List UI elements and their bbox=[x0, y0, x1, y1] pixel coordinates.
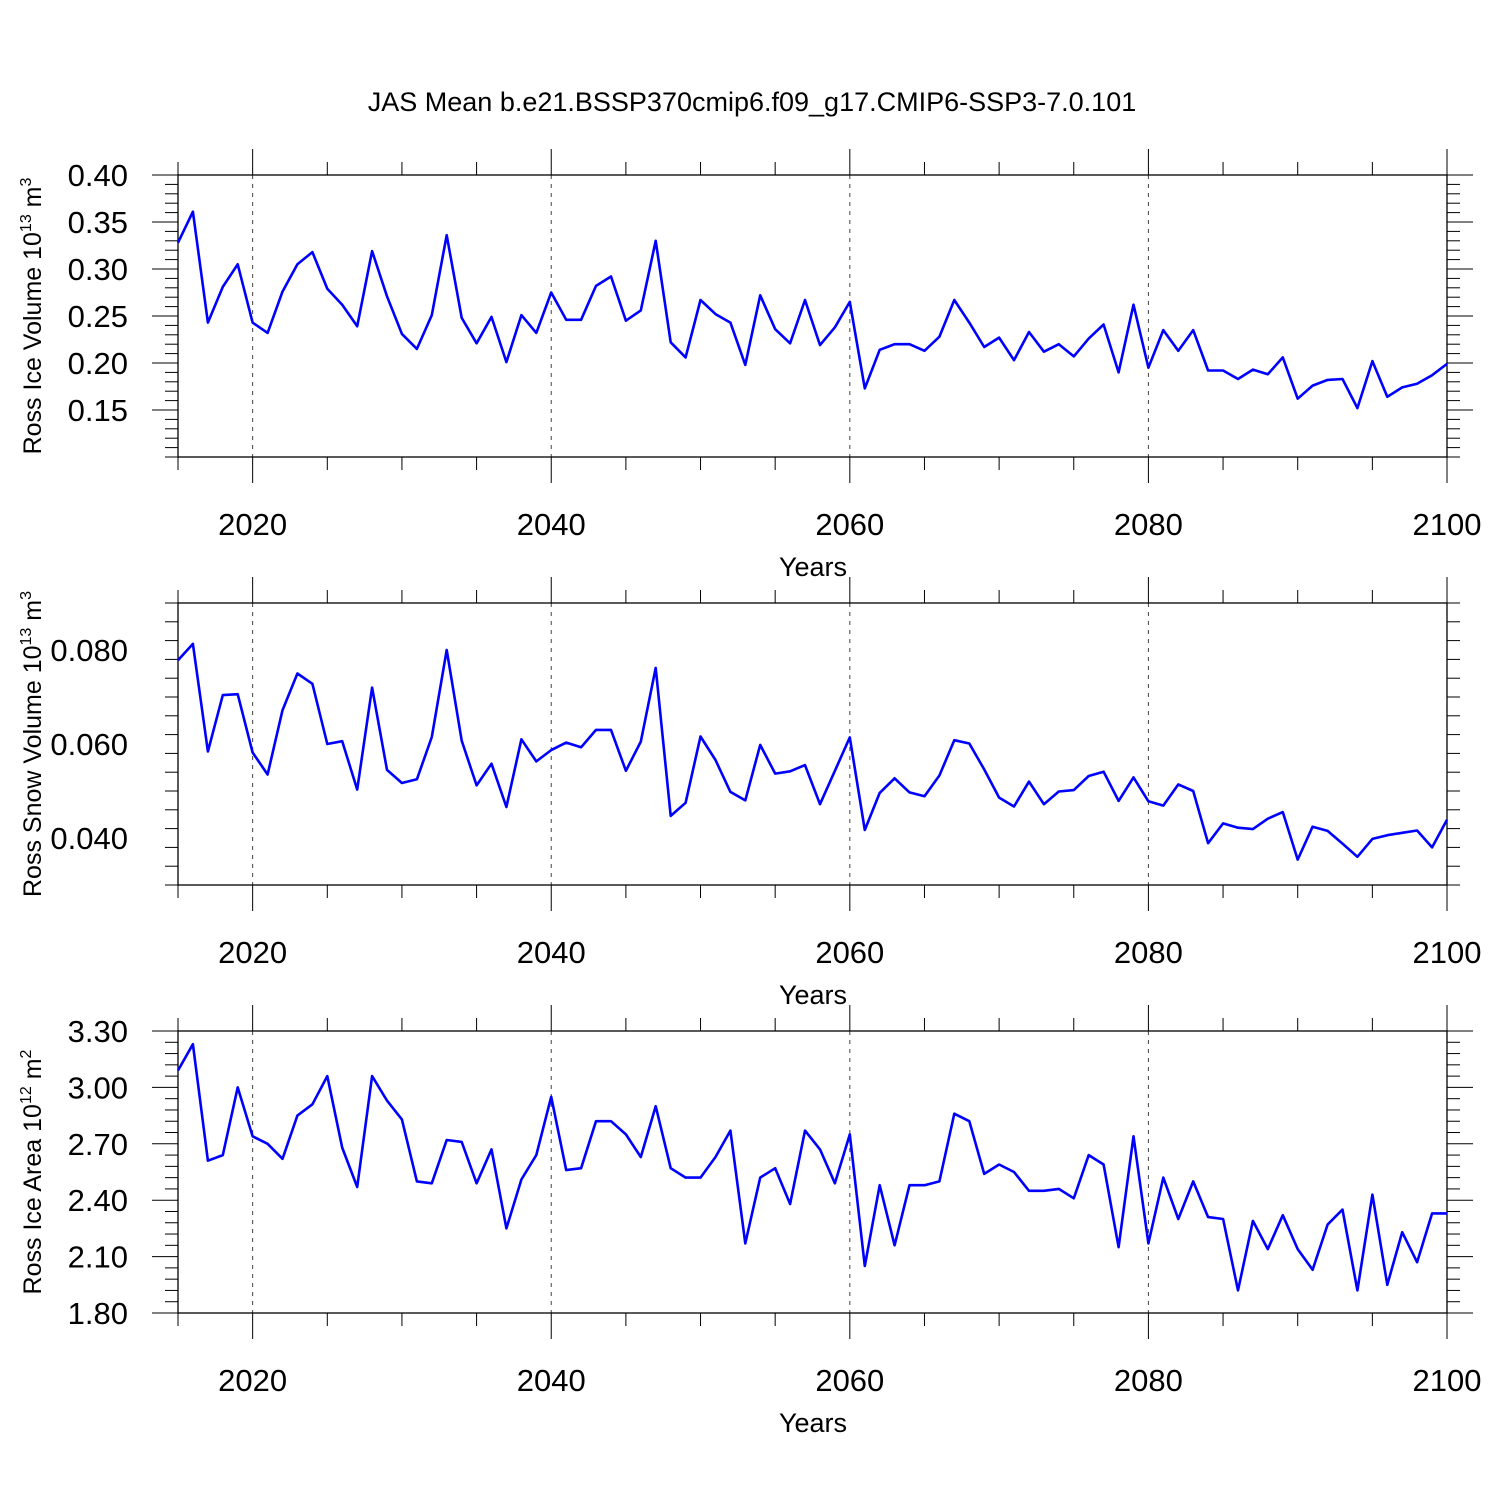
x-tick-label: 2080 bbox=[1114, 507, 1183, 542]
x-tick-label: 2020 bbox=[218, 1363, 287, 1398]
y-label-exponent: 13 bbox=[18, 628, 35, 646]
x-tick-label: 2100 bbox=[1413, 935, 1482, 970]
series-line bbox=[176, 210, 1448, 410]
x-tick-label: 2060 bbox=[815, 1363, 884, 1398]
y-label-unit-exponent: 3 bbox=[18, 177, 35, 186]
plot-frame bbox=[177, 602, 1448, 886]
y-tick-label: 0.15 bbox=[68, 393, 128, 428]
x-tick-label: 2080 bbox=[1114, 935, 1183, 970]
x-tick-label: 2040 bbox=[517, 935, 586, 970]
plot-frame bbox=[177, 174, 1448, 458]
y-tick-label: 0.35 bbox=[68, 205, 128, 240]
y-label-unit: m bbox=[19, 600, 47, 628]
y-tick-label: 0.30 bbox=[68, 252, 128, 287]
x-tick-label: 2100 bbox=[1413, 1363, 1482, 1398]
panel-2: 0.040 0.060 0.080 2020 2040 2060 2080 2100 Years… bbox=[18, 577, 1481, 1010]
y-tick-label: 0.40 bbox=[68, 158, 128, 193]
figure-title: JAS Mean b.e21.BSSP370cmip6.f09_g17.CMIP… bbox=[368, 87, 1136, 117]
x-tick-label: 2080 bbox=[1114, 1363, 1183, 1398]
y-tick-label: 2.10 bbox=[68, 1240, 128, 1275]
y-tick-label: 1.80 bbox=[68, 1296, 128, 1331]
y-tick-label: 0.25 bbox=[68, 299, 128, 334]
y-label-text: Ross Ice Volume 10 bbox=[19, 232, 47, 454]
x-axis-label: Years bbox=[779, 552, 847, 582]
y-tick-label: 2.70 bbox=[68, 1127, 128, 1162]
y-axis-label: Ross Ice Area 1012 m2 bbox=[18, 1049, 47, 1294]
y-label-exponent: 12 bbox=[18, 1086, 35, 1104]
y-tick-label: 3.00 bbox=[68, 1070, 128, 1105]
x-tick-label: 2040 bbox=[517, 1363, 586, 1398]
plot-frame bbox=[177, 1030, 1448, 1314]
y-tick-label: 0.20 bbox=[68, 346, 128, 381]
panel-1: 0.15 0.20 0.25 0.30 0.35 0.40 2020 2040 2060 2080… bbox=[18, 149, 1481, 582]
y-label-text: Ross Snow Volume 10 bbox=[19, 645, 47, 897]
series-line bbox=[177, 642, 1449, 861]
y-tick-label: 3.30 bbox=[68, 1014, 128, 1049]
x-tick-label: 2060 bbox=[815, 935, 884, 970]
y-label-unit-exponent: 2 bbox=[18, 1049, 35, 1058]
x-tick-label: 2100 bbox=[1413, 507, 1482, 542]
y-label-unit: m bbox=[19, 1058, 47, 1086]
y-tick-label: 0.060 bbox=[50, 727, 128, 762]
x-tick-label: 2040 bbox=[517, 507, 586, 542]
y-label-text: Ross Ice Area 10 bbox=[19, 1104, 47, 1294]
y-axis-label: Ross Ice Volume 1013 m3 bbox=[18, 177, 47, 454]
y-tick-label: 0.080 bbox=[50, 633, 128, 668]
y-axis-label: Ross Snow Volume 1013 m3 bbox=[18, 591, 47, 897]
x-tick-label: 2060 bbox=[815, 507, 884, 542]
x-tick-label: 2020 bbox=[218, 935, 287, 970]
x-tick-label: 2020 bbox=[218, 507, 287, 542]
y-tick-label: 0.040 bbox=[50, 821, 128, 856]
y-label-exponent: 13 bbox=[18, 214, 35, 232]
series-line bbox=[176, 1042, 1447, 1292]
y-label-unit-exponent: 3 bbox=[18, 591, 35, 600]
y-tick-label: 2.40 bbox=[68, 1183, 128, 1218]
panels-container: 0.15 0.20 0.25 0.30 0.35 0.40 2020 2040 2060 2080… bbox=[18, 149, 1481, 1438]
x-axis-label: Years bbox=[779, 980, 847, 1010]
y-label-unit: m bbox=[19, 186, 47, 214]
x-axis-label: Years bbox=[779, 1408, 847, 1438]
panel-3: 1.80 2.10 2.40 2.70 3.00 3.30 2020 2040 2060 2080… bbox=[18, 1005, 1481, 1438]
